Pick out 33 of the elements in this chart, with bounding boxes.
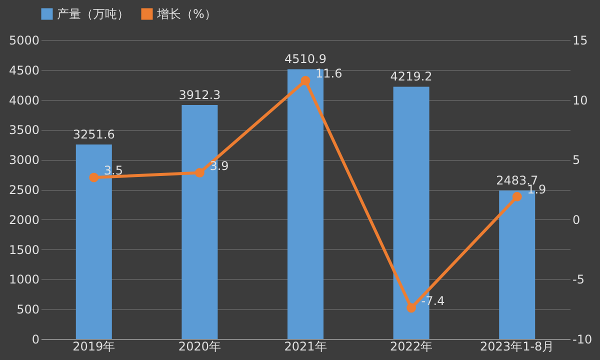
data-label: 3912.3 [178,88,221,102]
point [300,76,310,86]
data-label: 4510.9 [284,52,326,66]
point [194,168,204,178]
y-tick-label: 3000 [8,153,40,168]
y-tick-label: 4500 [8,63,40,78]
y-tick-label: 3500 [8,123,40,138]
y2-tick-label: 10 [572,93,588,108]
x-tick-label: 2023年1-8月 [480,340,554,354]
y-tick-label: 1500 [8,242,40,257]
point [512,192,522,202]
x-tick-label: 2019年 [72,340,116,354]
y-tick-label: 2500 [8,183,40,197]
x-tick-label: 2020年 [178,340,221,354]
x-tick-label: 2021年 [284,340,327,354]
y2-tick-label: 5 [572,153,580,168]
point [406,303,416,313]
y2-tick-label: 15 [572,34,588,48]
y2-tick-label: 0 [572,212,580,227]
y-tick-label: 2000 [8,212,40,227]
x-tick-label: 2022年 [390,340,433,354]
point [89,172,99,182]
data-label: 3251.6 [72,128,115,142]
data-label: 4219.2 [390,70,432,84]
y-tick-label: 5000 [8,34,40,48]
y-tick-label: 1000 [8,272,40,287]
y2-tick-label: -10 [572,332,592,346]
y-tick-label: 4000 [8,93,40,108]
legend-label: 产量（万吨） [57,7,129,21]
y2-tick-label: -5 [572,272,584,287]
y-tick-label: 0 [32,332,40,346]
y-tick-label: 500 [16,302,40,317]
legend-label: 增长（%） [156,7,216,21]
